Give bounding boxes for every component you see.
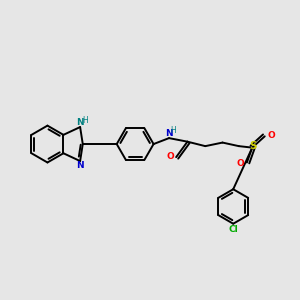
Text: O: O (267, 130, 275, 140)
Text: O: O (166, 152, 174, 161)
Text: N: N (76, 118, 84, 127)
Text: N: N (76, 161, 84, 170)
Text: H: H (171, 127, 176, 136)
Text: Cl: Cl (228, 225, 238, 234)
Text: S: S (250, 141, 257, 151)
Text: O: O (236, 159, 244, 168)
Text: H: H (82, 116, 88, 125)
Text: N: N (165, 130, 173, 139)
